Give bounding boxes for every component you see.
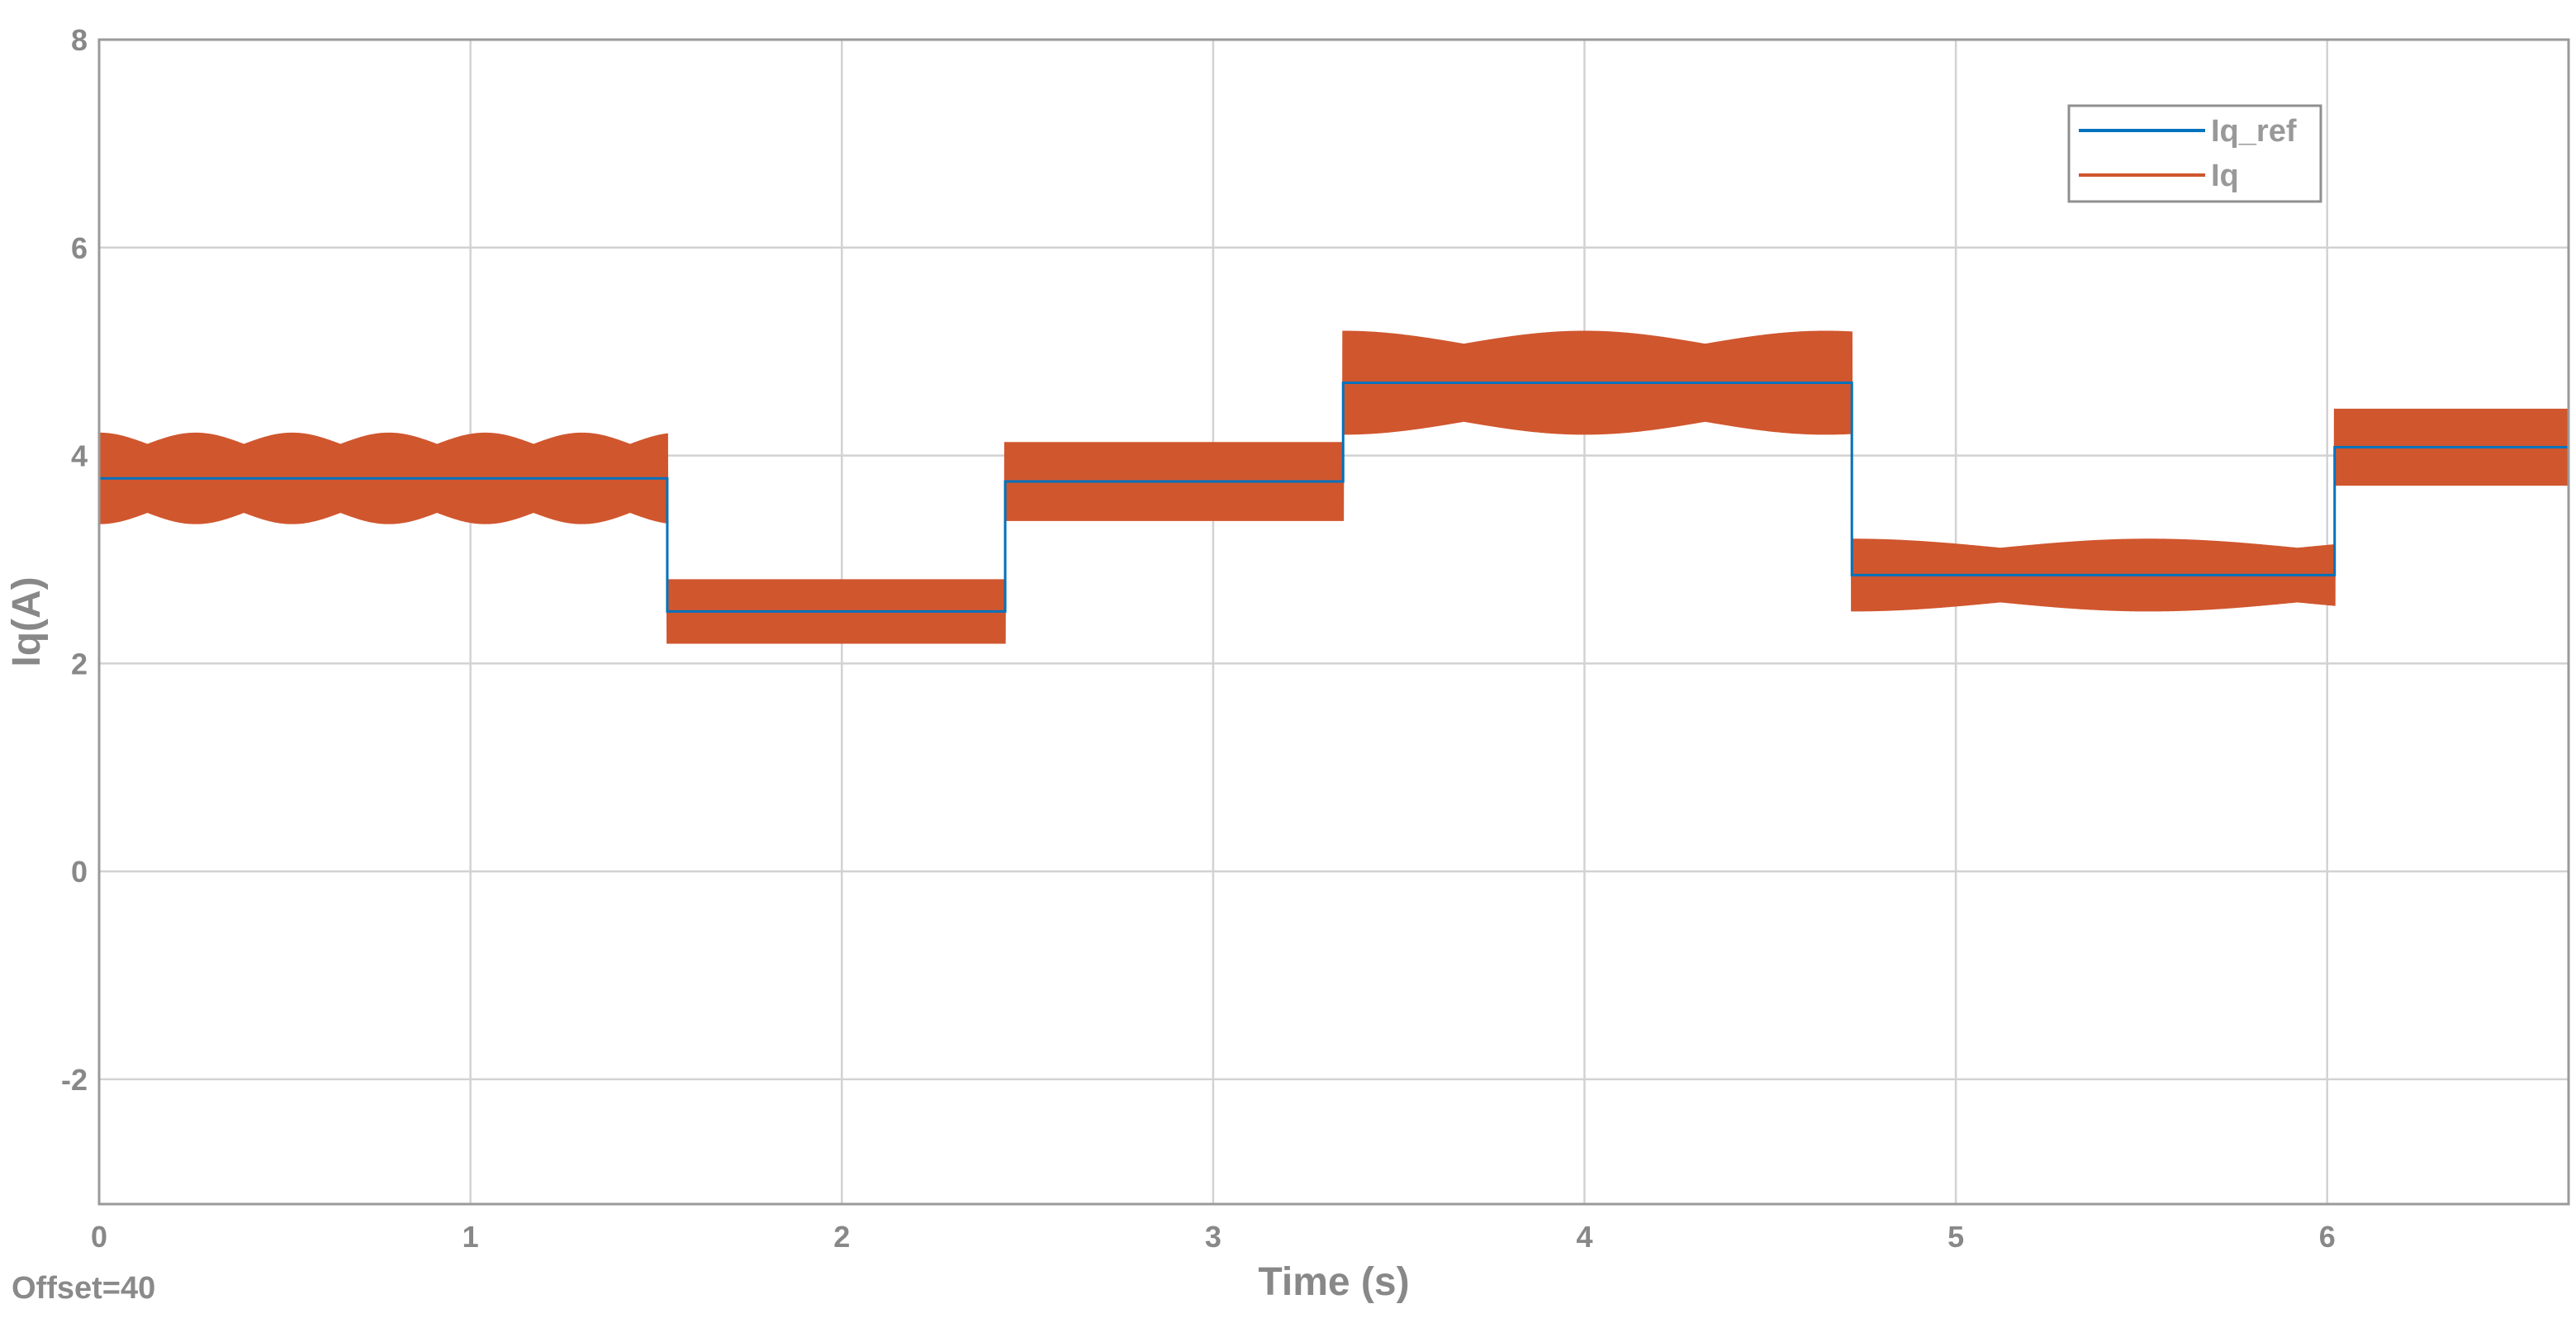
- series-line-iq: [97, 330, 2570, 644]
- x-tick-label: 0: [91, 1220, 107, 1254]
- offset-label: Offset=40: [12, 1271, 155, 1306]
- plot-series: [97, 330, 2570, 644]
- y-tick-label: 6: [71, 231, 88, 265]
- y-tick-label: 0: [71, 855, 88, 889]
- tick-labels: 0 1 2 3 4 5 6 -2 0 2 4 6 8: [61, 23, 2336, 1254]
- legend-label-iq-ref: Iq_ref: [2211, 114, 2297, 149]
- x-axis-label: Time (s): [1258, 1260, 1409, 1304]
- y-tick-label: 4: [71, 439, 88, 473]
- x-tick-label: 2: [833, 1220, 850, 1254]
- x-tick-label: 3: [1205, 1220, 1222, 1254]
- legend-label-iq: Iq: [2211, 159, 2239, 193]
- x-tick-label: 4: [1576, 1220, 1592, 1254]
- legend-box: [2067, 104, 2322, 203]
- x-tick-label: 1: [463, 1220, 479, 1254]
- y-tick-label: 2: [71, 647, 88, 680]
- x-tick-label: 6: [2319, 1220, 2336, 1254]
- y-axis-label: Iq(A): [5, 576, 49, 666]
- y-tick-label: -2: [61, 1063, 88, 1097]
- axes-box: [97, 38, 2570, 1206]
- x-tick-label: 5: [1947, 1220, 1964, 1254]
- series-line-iq-ref: [99, 381, 2569, 613]
- legend: Iq_ref Iq: [2067, 104, 2322, 203]
- grid: [97, 38, 2569, 1204]
- y-tick-label: 8: [71, 23, 88, 57]
